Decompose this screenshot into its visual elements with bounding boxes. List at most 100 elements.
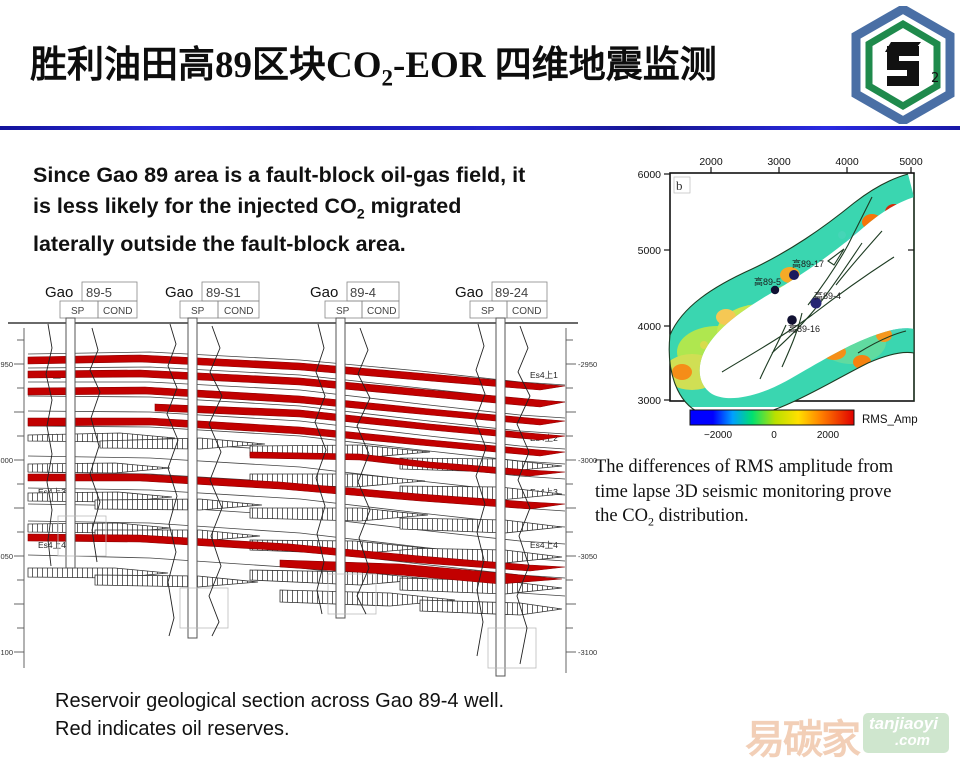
bullet-line-2: is less likely for the injected CO2 migr… <box>33 191 598 229</box>
svg-text:-3000: -3000 <box>0 456 13 465</box>
svg-text:5000: 5000 <box>899 157 923 168</box>
bullet-line-2b: migrated <box>364 194 462 218</box>
svg-text:89-4: 89-4 <box>350 285 376 300</box>
bullet-line-3: laterally outside the fault-block area. <box>33 232 406 257</box>
svg-text:COND: COND <box>103 306 132 317</box>
watermark-badge <box>863 713 949 753</box>
title-part-2: -EOR 四维地震监测 <box>393 45 717 86</box>
svg-text:Gao: Gao <box>165 284 193 301</box>
svg-text:4000: 4000 <box>638 321 662 333</box>
svg-text:3000: 3000 <box>767 157 791 168</box>
svg-text:COND: COND <box>224 306 253 317</box>
well-header-group: Gao 89-5 SP COND Gao 89-S1 SP COND Gao 8… <box>45 281 548 319</box>
svg-text:6000: 6000 <box>638 169 662 181</box>
svg-text:-3050: -3050 <box>0 552 13 561</box>
well-marker <box>770 285 780 295</box>
svg-text:3000: 3000 <box>638 395 662 407</box>
watermark: 易碳家 tanjiaoyi .com <box>745 705 950 763</box>
svg-text:SP: SP <box>481 306 495 317</box>
colorbar-tick: 0 <box>771 430 777 441</box>
svg-text:-2950: -2950 <box>0 360 13 369</box>
title-part-1: 胜利油田高89区块CO <box>30 45 382 86</box>
svg-text:2000: 2000 <box>699 157 723 168</box>
svg-text:-3000: -3000 <box>578 456 597 465</box>
svg-text:b: b <box>676 178 683 193</box>
cross-section-caption: Reservoir geological section across Gao … <box>55 690 505 740</box>
rms-map-caption: The differences of RMS amplitude from ti… <box>595 455 955 534</box>
well-header-1: Gao 89-5 SP COND <box>45 281 138 319</box>
svg-text:89-5: 89-5 <box>86 285 112 300</box>
svg-text:4000: 4000 <box>835 157 859 168</box>
well-track-4 <box>474 317 537 677</box>
watermark-site-name: tanjiaoyi <box>869 714 938 733</box>
well-marker <box>787 315 797 325</box>
svg-text:Gao: Gao <box>45 284 73 301</box>
colorbar-tick: 2000 <box>817 430 840 441</box>
well-marker <box>810 297 822 309</box>
svg-text:COND: COND <box>367 306 396 317</box>
map-x-axis: 2000 3000 4000 5000 <box>699 157 923 173</box>
s2-hexagon-logo: 2 <box>851 6 955 124</box>
svg-text:2: 2 <box>931 71 939 86</box>
formation-label: Es4上4 <box>38 540 66 550</box>
page-title: 胜利油田高89区块CO2-EOR 四维地震监测 <box>30 36 840 100</box>
svg-text:SP: SP <box>71 306 85 317</box>
bullet-line-1: Since Gao 89 area is a fault-block oil-g… <box>33 163 526 187</box>
well-header-4: Gao 89-24 SP COND <box>455 281 548 319</box>
slide-header: 胜利油田高89区块CO2-EOR 四维地震监测 2 <box>0 0 960 130</box>
map-y-axis: 6000 5000 4000 3000 <box>638 169 670 407</box>
formation-labels-left: Es4上1 Es4上2 Es4上3 Es4上4 <box>38 370 66 550</box>
colorbar: −2000 0 2000 RMS_Amp <box>689 409 918 441</box>
co2-subscript: 2 <box>647 514 654 529</box>
colorbar-tick: −2000 <box>704 430 733 441</box>
formation-label: Es4上4 <box>530 540 558 550</box>
rms-caption-line-3a: the CO <box>595 506 648 526</box>
depth-axis-right: -2950 -3000 -3050 -3100 <box>565 328 597 673</box>
svg-text:SP: SP <box>336 306 350 317</box>
bullet-line-2a: is less likely for the injected CO <box>33 194 357 218</box>
header-divider <box>0 126 960 130</box>
well-header-3: Gao 89-4 SP COND <box>310 281 400 319</box>
formation-labels-right: Es4上1 Es4上2 Es4上3 Es4上4 <box>530 370 558 550</box>
svg-text:Gao: Gao <box>310 284 338 301</box>
well-label: 高89-17 <box>792 258 824 269</box>
colorbar-label: RMS_Amp <box>862 414 918 426</box>
title-subscript: 2 <box>381 65 394 91</box>
bullet-text: Since Gao 89 area is a fault-block oil-g… <box>33 160 598 260</box>
oil-sand-bodies <box>27 354 566 585</box>
cross-section-figure: Gao 89-5 SP COND Gao 89-S1 SP COND Gao 8… <box>0 278 600 678</box>
fault-traces <box>668 173 915 420</box>
svg-text:5000: 5000 <box>638 245 662 257</box>
svg-text:-2950: -2950 <box>578 360 597 369</box>
rms-amplitude-map: 高89-17 高89-5 高89-4 高89-16 b 2000 3000 40… <box>622 157 952 442</box>
formation-label: Es4上1 <box>530 370 558 380</box>
well-label: 高89-4 <box>814 290 841 301</box>
map-well-markers: 高89-17 高89-5 高89-4 高89-16 <box>754 258 841 334</box>
rms-caption-line-2: time lapse 3D seismic monitoring prove <box>595 481 892 502</box>
well-header-2: Gao 89-S1 SP COND <box>165 281 260 319</box>
svg-text:-3050: -3050 <box>578 552 597 561</box>
panel-label: b <box>673 176 691 194</box>
well-track-3 <box>314 317 377 619</box>
watermark-chinese: 易碳家 <box>745 717 861 763</box>
well-marker <box>789 270 799 280</box>
co2-subscript: 2 <box>356 205 365 222</box>
rms-caption-line-3: the CO2 distribution. <box>595 504 955 534</box>
well-track-1 <box>45 317 107 569</box>
rms-caption-line-1: The differences of RMS amplitude from <box>595 457 894 477</box>
well-label: 高89-16 <box>788 323 820 334</box>
svg-text:89-24: 89-24 <box>495 285 528 300</box>
well-track-2 <box>166 317 229 639</box>
formation-label: Es4上3 <box>38 487 66 497</box>
svg-text:COND: COND <box>512 306 541 317</box>
watermark-site-tld: .com <box>895 732 931 749</box>
well-tracks <box>45 317 537 677</box>
rms-caption-line-3b: distribution. <box>653 506 749 526</box>
svg-text:-3100: -3100 <box>578 648 597 657</box>
svg-text:89-S1: 89-S1 <box>206 285 241 300</box>
well-label: 高89-5 <box>754 276 781 287</box>
depth-axis-left: -2950 -3000 -3050 -3100 <box>0 328 25 668</box>
svg-text:SP: SP <box>191 306 205 317</box>
svg-text:-3100: -3100 <box>0 648 13 657</box>
svg-text:Gao: Gao <box>455 284 483 301</box>
